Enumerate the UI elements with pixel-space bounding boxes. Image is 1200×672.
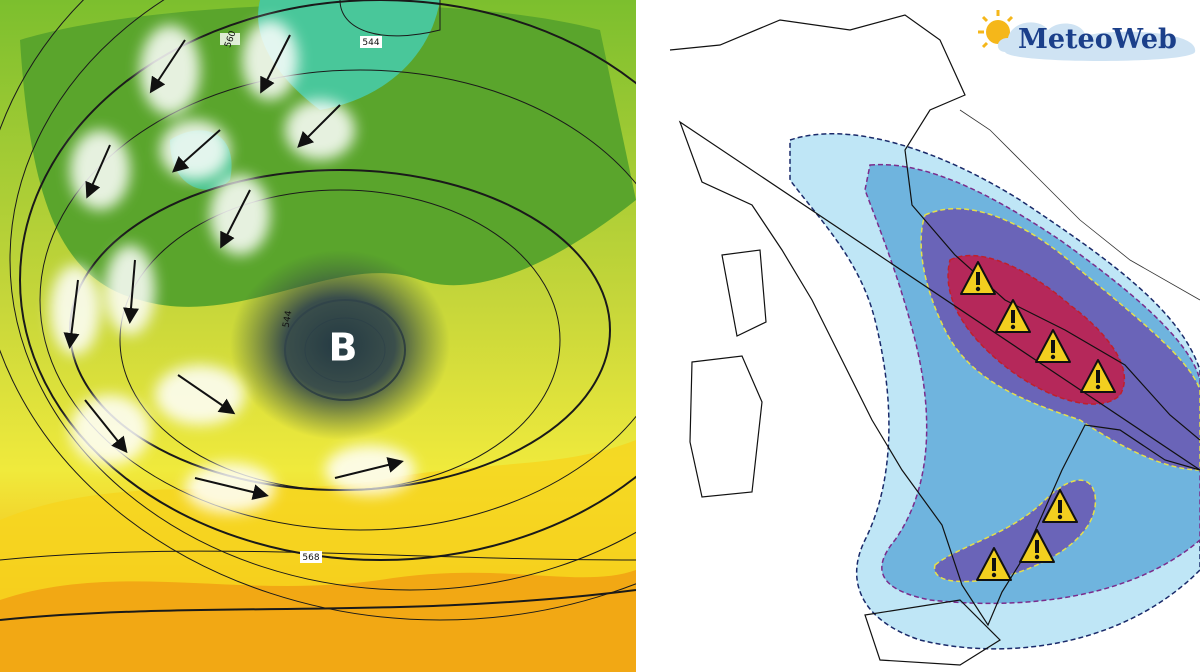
contour-label: 568 — [302, 553, 319, 563]
weather-map: B 560 544 544 568 — [0, 0, 636, 672]
contour-label: 544 — [362, 38, 379, 48]
low-pressure-label: B — [329, 326, 358, 370]
logo-text: MeteoWeb — [1018, 24, 1177, 55]
contour-label: 544 — [282, 310, 295, 329]
coastline — [669, 14, 1200, 666]
wind-arrows — [50, 20, 415, 513]
logo: MeteoWeb — [978, 10, 1196, 61]
